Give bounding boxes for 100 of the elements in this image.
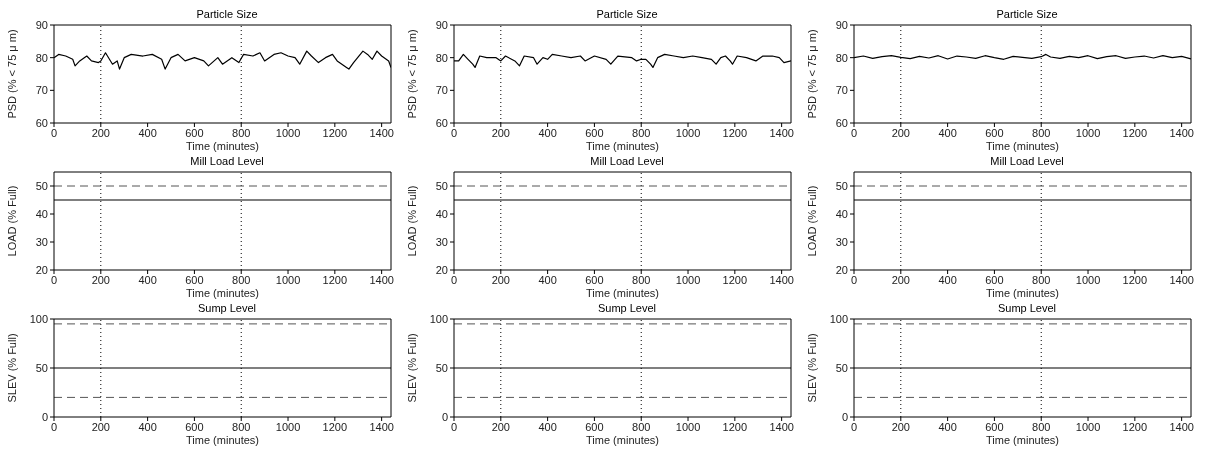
x-tick-label: 800 xyxy=(632,273,651,286)
x-tick-label: 1200 xyxy=(1122,273,1148,286)
x-tick-label: 600 xyxy=(985,420,1004,433)
y-tick-label: 60 xyxy=(35,116,48,129)
x-axis-title: Time (minutes) xyxy=(186,434,259,446)
y-axis-title: SLEV (% Full) xyxy=(405,333,418,403)
y-tick-label: 100 xyxy=(829,312,848,325)
x-tick-label: 0 xyxy=(450,126,458,139)
y-tick-label: 60 xyxy=(835,116,848,129)
x-axis-title: Time (minutes) xyxy=(586,434,659,446)
x-tick-label: 400 xyxy=(938,126,957,139)
x-tick-label: 600 xyxy=(185,126,204,139)
x-tick-label: 0 xyxy=(50,420,58,433)
x-tick-label: 1400 xyxy=(1169,273,1194,286)
x-tick-label: 1200 xyxy=(322,420,348,433)
y-tick-label: 100 xyxy=(429,312,448,325)
x-tick-label: 200 xyxy=(891,420,910,433)
x-axis-title: Time (minutes) xyxy=(186,140,259,152)
x-tick-label: 1400 xyxy=(769,273,794,286)
x-axis-title: Time (minutes) xyxy=(986,140,1059,152)
y-tick-label: 80 xyxy=(35,51,48,64)
x-tick-label: 1000 xyxy=(275,273,301,286)
y-tick-label: 50 xyxy=(35,361,48,374)
x-tick-label: 800 xyxy=(632,126,651,139)
x-tick-label: 1000 xyxy=(275,126,301,139)
y-tick-label: 70 xyxy=(35,84,48,97)
x-tick-label: 400 xyxy=(538,420,557,433)
y-axis-title: PSD (% < 75 μ m) xyxy=(405,29,418,119)
y-tick-label: 50 xyxy=(35,179,48,192)
y-axis-title: SLEV (% Full) xyxy=(5,333,18,403)
x-tick-label: 800 xyxy=(232,126,251,139)
chart-title: Mill Load Level xyxy=(189,155,265,168)
x-tick-label: 400 xyxy=(138,126,157,139)
y-axis-title: PSD (% < 75 μ m) xyxy=(805,29,818,119)
x-tick-label: 800 xyxy=(1032,126,1051,139)
y-tick-label: 90 xyxy=(835,18,848,31)
y-tick-label: 50 xyxy=(435,361,448,374)
chart-title: Sump Level xyxy=(197,302,257,314)
y-axis-title: LOAD (% Full) xyxy=(5,185,18,257)
x-tick-label: 1000 xyxy=(1075,273,1101,286)
x-tick-label: 1200 xyxy=(722,126,748,139)
y-tick-label: 50 xyxy=(835,361,848,374)
x-tick-label: 1000 xyxy=(1075,126,1101,139)
y-tick-label: 20 xyxy=(835,263,848,276)
x-tick-label: 0 xyxy=(50,273,58,286)
y-axis-title: LOAD (% Full) xyxy=(805,185,818,257)
x-axis-title: Time (minutes) xyxy=(586,140,659,152)
x-tick-label: 600 xyxy=(185,420,204,433)
chart-title: Sump Level xyxy=(597,302,657,314)
x-tick-label: 0 xyxy=(850,420,858,433)
chart-title: Mill Load Level xyxy=(989,155,1065,168)
x-tick-label: 1200 xyxy=(1122,420,1148,433)
y-tick-label: 100 xyxy=(29,312,48,325)
x-tick-label: 800 xyxy=(1032,273,1051,286)
y-tick-label: 50 xyxy=(435,179,448,192)
x-tick-label: 0 xyxy=(850,126,858,139)
x-axis-title: Time (minutes) xyxy=(186,287,259,299)
y-axis-title: SLEV (% Full) xyxy=(805,333,818,403)
x-tick-label: 0 xyxy=(50,126,58,139)
x-tick-label: 400 xyxy=(938,420,957,433)
chart-title: Sump Level xyxy=(997,302,1057,314)
x-tick-label: 400 xyxy=(938,273,957,286)
y-tick-label: 0 xyxy=(441,410,448,423)
x-tick-label: 600 xyxy=(185,273,204,286)
x-tick-label: 600 xyxy=(585,273,604,286)
x-tick-label: 1000 xyxy=(675,126,701,139)
x-tick-label: 400 xyxy=(538,273,557,286)
x-tick-label: 1400 xyxy=(369,126,394,139)
x-tick-label: 1400 xyxy=(369,420,394,433)
x-tick-label: 1200 xyxy=(1122,126,1148,139)
x-tick-label: 400 xyxy=(538,126,557,139)
x-tick-label: 200 xyxy=(891,273,910,286)
x-tick-label: 1200 xyxy=(722,420,748,433)
y-tick-label: 90 xyxy=(35,18,48,31)
y-tick-label: 60 xyxy=(435,116,448,129)
chart-title: Mill Load Level xyxy=(589,155,665,168)
x-tick-label: 200 xyxy=(491,420,510,433)
y-tick-label: 20 xyxy=(435,263,448,276)
x-tick-label: 1000 xyxy=(675,273,701,286)
x-tick-label: 800 xyxy=(232,273,251,286)
x-tick-label: 200 xyxy=(91,273,110,286)
y-tick-label: 40 xyxy=(835,207,848,220)
x-tick-label: 0 xyxy=(850,273,858,286)
y-tick-label: 40 xyxy=(35,207,48,220)
x-axis-title: Time (minutes) xyxy=(986,287,1059,299)
x-tick-label: 400 xyxy=(138,420,157,433)
x-tick-label: 1000 xyxy=(675,420,701,433)
x-tick-label: 1400 xyxy=(369,273,394,286)
y-tick-label: 70 xyxy=(435,84,448,97)
x-tick-label: 1400 xyxy=(1169,420,1194,433)
x-tick-label: 200 xyxy=(491,273,510,286)
x-tick-label: 600 xyxy=(585,126,604,139)
x-tick-label: 1200 xyxy=(322,273,348,286)
x-tick-label: 200 xyxy=(91,420,110,433)
y-tick-label: 40 xyxy=(435,207,448,220)
y-axis-title: PSD (% < 75 μ m) xyxy=(5,29,18,119)
y-tick-label: 0 xyxy=(41,410,48,423)
x-tick-label: 0 xyxy=(450,273,458,286)
y-tick-label: 70 xyxy=(835,84,848,97)
x-tick-label: 200 xyxy=(491,126,510,139)
